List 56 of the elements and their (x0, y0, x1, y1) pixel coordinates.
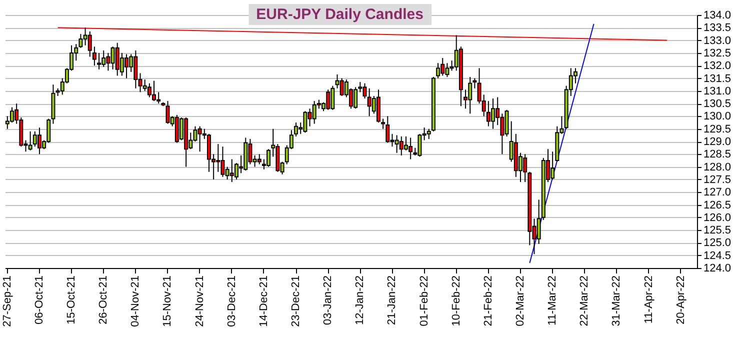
x-tick-label: 21-Feb-22 (482, 276, 494, 326)
x-tick-label: 12-Jan-22 (354, 276, 366, 326)
candlestick (358, 82, 362, 93)
x-tick-label: 03-Jan-22 (322, 276, 334, 326)
x-tick-label: 20-Apr-22 (674, 276, 687, 324)
y-tick-label: 132.5 (704, 47, 732, 60)
x-tick-label: 26-Oct-21 (98, 276, 110, 324)
y-tick-label: 127.0 (704, 186, 732, 199)
y-tick-label: 128.0 (704, 161, 732, 174)
x-tick-label: 23-Dec-21 (290, 276, 302, 327)
x-tick-label: 02-Mar-22 (514, 276, 527, 326)
candlestick (472, 78, 477, 89)
y-tick-label: 134.0 (704, 10, 732, 22)
chart-title: EUR-JPY Daily Candles (248, 4, 432, 25)
candlestick (436, 62, 440, 79)
y-tick-label: 128.5 (704, 148, 732, 161)
candlestick (294, 122, 298, 137)
x-tick-label: 03-Dec-21 (226, 276, 238, 327)
y-tick-label: 129.5 (704, 123, 732, 136)
y-tick-label: 130.0 (704, 110, 732, 123)
x-tick-label: 11-Mar-22 (546, 276, 559, 326)
x-tick-label: 27-Sep-21 (1, 276, 14, 327)
candlestick (92, 46, 96, 66)
candlestick (536, 199, 541, 244)
x-tick-label: 21-Jan-22 (386, 276, 398, 326)
x-tick-label: 15-Oct-21 (66, 276, 78, 324)
x-tick-label: 04-Nov-21 (130, 276, 142, 327)
candlestick (257, 154, 262, 165)
candlestick (97, 52, 102, 70)
x-tick-label: 31-Mar-22 (610, 276, 623, 326)
y-tick-label: 126.5 (704, 199, 732, 212)
y-tick-label: 131.0 (704, 85, 732, 98)
y-tick-label: 130.5 (704, 98, 732, 110)
x-tick-label: 24-Nov-21 (194, 276, 206, 327)
x-tick-label: 14-Dec-21 (258, 276, 270, 327)
candlestick (88, 30, 92, 58)
y-tick-label: 133.0 (704, 34, 732, 47)
y-tick-label: 126.0 (704, 212, 732, 224)
y-tick-label: 124.0 (704, 262, 732, 274)
x-tick-label: 11-Apr-22 (642, 276, 655, 324)
x-tick-label: 01-Feb-22 (418, 276, 430, 326)
x-tick-label: 10-Feb-22 (450, 276, 462, 326)
x-tick-label: 15-Nov-21 (162, 276, 174, 327)
candlestick (426, 128, 431, 140)
candlestick (386, 116, 390, 144)
x-tick-label: 06-Oct-21 (33, 276, 46, 324)
y-tick-label: 129.0 (704, 136, 732, 148)
y-tick-label: 132.0 (704, 60, 732, 72)
y-tick-label: 133.5 (704, 22, 732, 34)
y-tick-label: 131.5 (704, 72, 732, 85)
y-tick-label: 124.5 (704, 250, 732, 262)
y-tick-label: 125.0 (704, 237, 732, 250)
y-tick-label: 125.5 (704, 224, 732, 237)
x-tick-label: 22-Mar-22 (578, 276, 591, 326)
y-tick-label: 127.5 (704, 174, 732, 186)
candlestick (381, 118, 386, 130)
